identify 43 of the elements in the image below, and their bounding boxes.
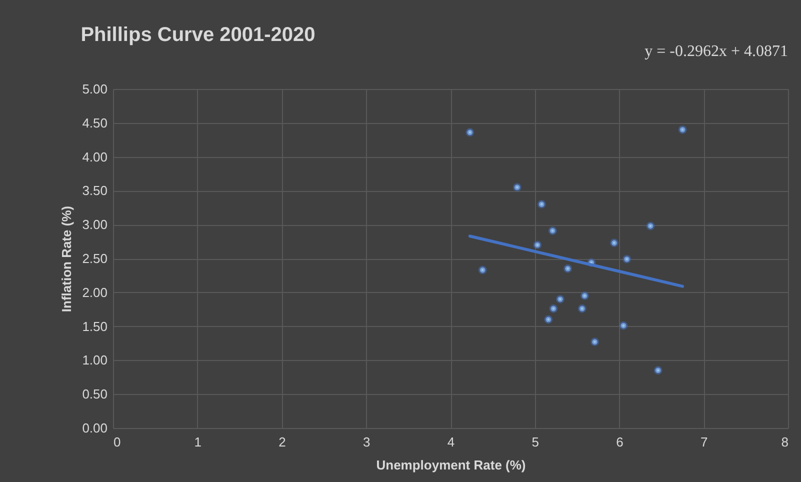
x-tick-label: 4 <box>447 434 455 450</box>
point <box>512 183 522 192</box>
x-tick-label: 3 <box>363 434 370 450</box>
x-axis-title: Unemployment Rate (%) <box>376 458 526 472</box>
point <box>654 366 662 375</box>
y-tick-label: 0.00 <box>82 420 108 436</box>
y-tick-label: 1.50 <box>82 318 108 334</box>
y-tick-label: 2.00 <box>82 284 108 300</box>
point <box>537 200 546 208</box>
y-tick-label: 2.50 <box>82 251 108 266</box>
x-tick-label: 8 <box>781 434 788 450</box>
x-tick-label: 1 <box>194 434 202 450</box>
point <box>610 238 618 248</box>
point <box>678 125 687 134</box>
x-tick-label: 2 <box>278 434 286 450</box>
point <box>556 294 564 304</box>
y-tick-label: 3.50 <box>82 183 108 198</box>
text: y = -0.2962x + 4.0871 <box>644 43 788 60</box>
point <box>590 338 600 346</box>
point <box>622 254 632 264</box>
point <box>549 304 558 313</box>
point <box>564 264 572 273</box>
x-tick-label: 5 <box>532 434 539 450</box>
y-tick-label: 0.50 <box>82 386 108 402</box>
x-tick-label: 7 <box>700 434 708 450</box>
point <box>478 266 487 274</box>
y-tick-label: 5.00 <box>82 82 108 96</box>
chart-title: Phillips Curve 2001-2020 <box>80 24 316 46</box>
point <box>619 321 628 330</box>
point <box>548 226 557 235</box>
x-tick-label: 0 <box>114 434 121 450</box>
point <box>580 292 589 300</box>
y-tick-label: 1.00 <box>82 352 108 368</box>
point <box>544 315 553 324</box>
y-tick-label: 4.00 <box>82 149 108 164</box>
point <box>646 222 655 230</box>
y-tick-label: 3.00 <box>82 217 108 232</box>
point <box>578 304 586 313</box>
point <box>466 128 474 137</box>
point <box>533 240 542 250</box>
x-tick-label: 6 <box>616 434 624 450</box>
y-axis-title: Inflation Rate (%) <box>59 206 74 312</box>
y-tick-label: 4.50 <box>82 115 108 130</box>
